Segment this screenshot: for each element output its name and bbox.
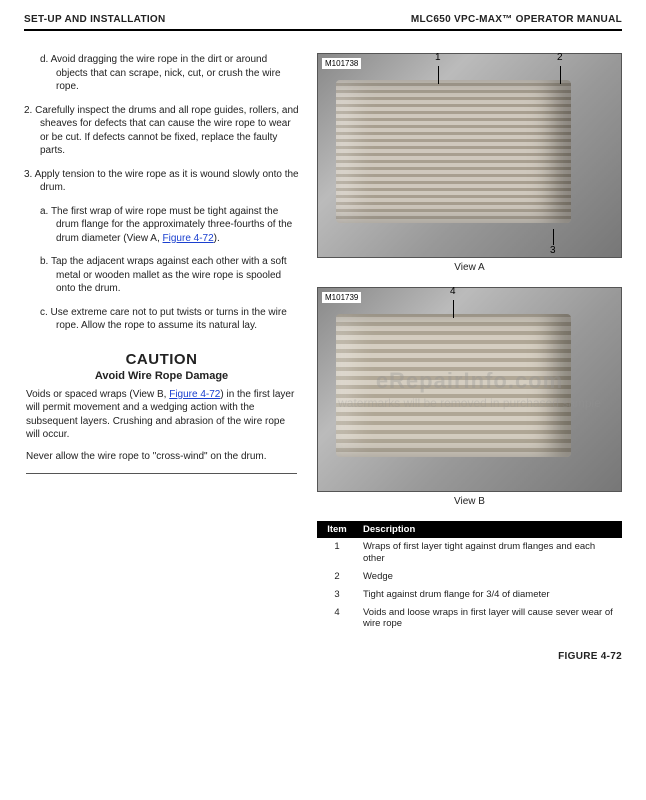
header-section: SET-UP AND INSTALLATION xyxy=(24,14,166,25)
divider xyxy=(26,473,297,474)
callout-line: 1 xyxy=(438,66,439,84)
page-content: d. Avoid dragging the wire rope in the d… xyxy=(24,53,622,662)
table-cell-desc: Wraps of first layer tight against drum … xyxy=(357,538,622,568)
list-item-3: 3. Apply tension to the wire rope as it … xyxy=(24,168,299,195)
list-item-3b: b. Tap the adjacent wraps against each o… xyxy=(24,255,299,296)
drum-graphic xyxy=(336,80,571,223)
caution-paragraph: Never allow the wire rope to "cross-wind… xyxy=(26,450,297,464)
table-cell-desc: Tight against drum flange for 3/4 of dia… xyxy=(357,586,622,604)
drum-graphic xyxy=(336,314,571,457)
table-row: 2 Wedge xyxy=(317,568,622,586)
table-header-item: Item xyxy=(317,521,357,538)
left-column: d. Avoid dragging the wire rope in the d… xyxy=(24,53,299,662)
view-b-label: View B xyxy=(317,496,622,507)
table-cell-item: 2 xyxy=(317,568,357,586)
callout-line: 4 xyxy=(453,300,454,318)
callout-1: 1 xyxy=(435,52,441,63)
figure-view-b: M101739 4 eRepairInfo.com watermarks wil… xyxy=(317,287,622,492)
list-item-d: d. Avoid dragging the wire rope in the d… xyxy=(24,53,299,94)
callout-2: 2 xyxy=(557,52,563,63)
callout-3: 3 xyxy=(550,245,556,256)
figure-link[interactable]: Figure 4-72 xyxy=(169,389,220,400)
caution-title: CAUTION xyxy=(26,351,297,368)
callout-4: 4 xyxy=(450,286,456,297)
figure-view-a: M101738 1 2 3 xyxy=(317,53,622,258)
table-row: 3 Tight against drum flange for 3/4 of d… xyxy=(317,586,622,604)
table-cell-item: 4 xyxy=(317,604,357,634)
caution-subtitle: Avoid Wire Rope Damage xyxy=(26,370,297,382)
text: Voids or spaced wraps (View B, xyxy=(26,389,169,400)
caution-block: CAUTION Avoid Wire Rope Damage Voids or … xyxy=(24,351,299,475)
header-manual: MLC650 VPC-MAX™ OPERATOR MANUAL xyxy=(411,14,622,25)
right-column: M101738 1 2 3 View A M101739 4 eRepairIn… xyxy=(317,53,622,662)
table-cell-item: 1 xyxy=(317,538,357,568)
figure-caption: FIGURE 4-72 xyxy=(317,651,622,662)
list-item-3c: c. Use extreme care not to put twists or… xyxy=(24,306,299,333)
image-code: M101739 xyxy=(322,292,361,303)
callout-line: 2 xyxy=(560,66,561,84)
table-row: 4 Voids and loose wraps in first layer w… xyxy=(317,604,622,634)
callout-line: 3 xyxy=(553,229,554,245)
table-cell-desc: Voids and loose wraps in first layer wil… xyxy=(357,604,622,634)
list-item-3a: a. The first wrap of wire rope must be t… xyxy=(24,205,299,246)
table-cell-item: 3 xyxy=(317,586,357,604)
text: ). xyxy=(214,233,220,244)
table-cell-desc: Wedge xyxy=(357,568,622,586)
table-header-desc: Description xyxy=(357,521,622,538)
list-item-2: 2. Carefully inspect the drums and all r… xyxy=(24,104,299,158)
image-code: M101738 xyxy=(322,58,361,69)
description-table: Item Description 1 Wraps of first layer … xyxy=(317,521,622,633)
table-row: 1 Wraps of first layer tight against dru… xyxy=(317,538,622,568)
view-a-label: View A xyxy=(317,262,622,273)
page-header: SET-UP AND INSTALLATION MLC650 VPC-MAX™ … xyxy=(24,14,622,31)
figure-link[interactable]: Figure 4-72 xyxy=(163,233,214,244)
caution-paragraph: Voids or spaced wraps (View B, Figure 4-… xyxy=(26,388,297,442)
